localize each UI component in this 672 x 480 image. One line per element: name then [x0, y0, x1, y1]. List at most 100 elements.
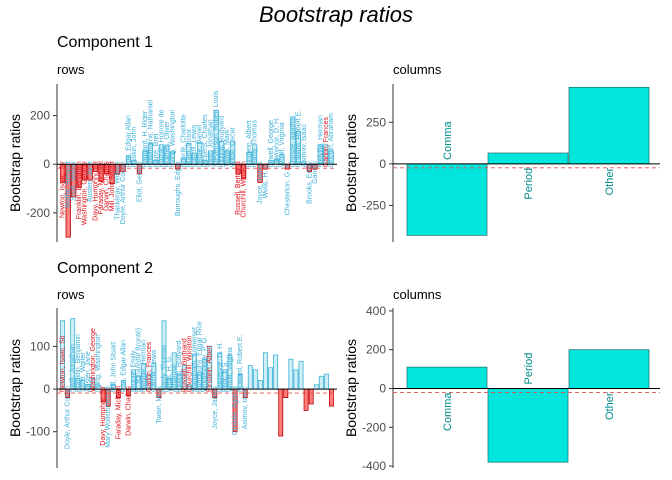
c2-rows-bar: [273, 354, 279, 390]
c2-rows-row-label: Burroughs, Edgar Rice: [197, 321, 204, 392]
c2-rows-y-tick-label: 0: [43, 382, 50, 396]
c2-rows-row-label: Twain, Mark: [156, 386, 163, 424]
c2-rows-bar: [252, 369, 258, 390]
c2-rows-row-label: Lawrence, D. H.: [217, 342, 224, 392]
c1-rows-row-label: Garlon, Frances: [323, 117, 330, 168]
c1-cols-category-label: Period: [523, 168, 535, 200]
c1-rows-row-label: Twain, Mark: [224, 129, 231, 167]
c1-rows-row-label: Thackeray, William: [115, 161, 122, 220]
c2-rows-bar: [313, 384, 319, 390]
c2-rows-bar: [329, 388, 334, 407]
c1-cols-bar: [568, 86, 650, 165]
c2-rows-bar: [293, 369, 299, 390]
c1-rows-y-tick-label: -200: [26, 206, 50, 220]
c2-cols-bar: [568, 349, 650, 389]
c1-rows-row-label: Brontë, Charlotte: [180, 114, 187, 167]
c2-rows-row-label: Austen, Jane: [85, 351, 92, 392]
c1-cols-category-label: Comma: [442, 120, 454, 159]
c2-cols-bar: [406, 366, 488, 389]
c2-rows-y-tick-label: -100: [26, 425, 50, 439]
c1-rows-row-label: Gandhi: [312, 161, 319, 184]
c1-rows-row-label: Christie, Agatha: [290, 118, 297, 168]
c1-rows-row-label: Moffat, Stewart: [65, 161, 72, 208]
c1-rows-row-label: Irving, Washington: [169, 109, 176, 167]
c2-rows-bar: [298, 360, 304, 390]
c1-rows-row-label: Kipling, Rudyard: [219, 116, 226, 167]
c1-rows-row-label: Lincoln, Abraham: [328, 113, 335, 167]
c1-rows-row-label: Churchill, Winston: [241, 161, 248, 218]
c1-rows-y-tick-label: 200: [30, 109, 50, 123]
c2-rows-row-label: Woolf, Virginia: [227, 347, 234, 392]
c2-rows-bar: [247, 365, 253, 390]
c2-rows-row-label: Joyce, James: [212, 386, 219, 429]
c1-rows-row-label: Wells, H. G.: [263, 161, 270, 198]
c1-cols-bar: [487, 152, 569, 165]
c2-cols-y-tick-label: -400: [362, 459, 386, 473]
c1-rows-row-label: Haggard, H. Rider: [142, 110, 149, 167]
c1-rows-row-label: Faraday, Michael: [98, 161, 105, 215]
c2-rows-row-label: Washington, George: [90, 328, 97, 392]
component-1-columns-label: columns: [393, 62, 442, 77]
c1-cols-bar: [406, 163, 488, 236]
c1-cols-y-axis-title: Bootstrap ratios: [343, 114, 359, 212]
c2-rows-row-label: Faraday, Michael: [115, 386, 122, 440]
c1-rows-row-label: Davy, Humphry, Sir: [93, 161, 100, 221]
c2-cols-bar: [487, 388, 569, 463]
c1-rows-row-label: Stevenson, Robert Louis: [213, 90, 220, 167]
main-title: Bootstrap ratios: [258, 2, 414, 27]
c1-rows-row-label: Franklin, Benjamin: [76, 161, 83, 219]
c2-cols-y-tick-label: -200: [362, 420, 386, 434]
component-1-rows-label: rows: [57, 62, 85, 77]
c1-rows-row-label: Poe, Edgar Allan: [126, 115, 133, 167]
c2-rows-bar: [288, 358, 294, 390]
c1-rows-row-label: Swift, Jonathan: [208, 119, 215, 167]
c1-rows-row-label: Burroughs, Edgar: [175, 161, 182, 217]
c2-rows-row-label: Davy, Humphry, Sir: [100, 385, 107, 445]
c2-rows-bar: [268, 367, 274, 390]
c2-rows-row-label: Poe, Edgar Allan: [120, 340, 127, 392]
c1-rows-row-label: Austen, Jane: [87, 161, 94, 202]
c2-rows-row-label: Newton, Isaac, Sir: [60, 335, 67, 392]
c2-rows-y-tick-label: 100: [30, 339, 50, 353]
c2-rows-bar: [278, 388, 284, 437]
c1-rows-row-label: Hardy, Thomas: [252, 120, 259, 168]
c1-rows-row-label: Balzac, Honore de: [158, 110, 165, 168]
c1-rows-row-label: Mill, John Stuart: [109, 161, 116, 211]
c2-rows-row-label: Brontë, Emily: [131, 350, 138, 392]
c1-rows-row-label: Chesterton, G. K.: [284, 161, 291, 215]
c2-rows-bar: [323, 373, 329, 390]
c2-rows-bar: [303, 388, 309, 411]
c2-rows-row-label: Ambrose: [171, 364, 178, 392]
c2-rows-bar: [308, 388, 314, 405]
c2-cols-y-tick-label: 200: [366, 343, 386, 357]
c1-rows-row-label: Howard, Robert E.: [295, 110, 302, 168]
c1-rows-row-label: Carroll, Lewis: [191, 124, 198, 167]
c2-rows-bar: [318, 375, 324, 390]
c1-rows-row-label: Melville, Herman: [317, 115, 324, 167]
c2-cols-y-tick-label: 400: [366, 304, 386, 318]
c2-rows-row-label: Irving, Washington: [95, 334, 102, 392]
c1-rows-row-label: Defoe, Daniel: [197, 124, 204, 167]
c2-rows-row-label: Carroll, Lewis: [151, 349, 158, 392]
c2-rows-row-label: Swift, Jonathan: [70, 344, 77, 392]
c1-rows-row-label: Woolf, Virginia: [279, 122, 286, 167]
c1-cols-y-tick-label: 0: [379, 157, 386, 171]
c2-rows-row-label: Mary Wollstonecraft: [105, 386, 112, 448]
c2-rows-row-label: Garlon, Frances: [146, 341, 153, 392]
c2-rows-row-label: Russell, Bertrand: [181, 338, 188, 392]
c2-rows-row-label: Hardy, Thomas: [161, 344, 168, 392]
c1-rows-row-label: Brooks, Emily: [306, 161, 313, 204]
component-2-rows-label: rows: [57, 287, 85, 302]
c1-cols-category-label: Other: [604, 167, 616, 195]
c1-rows-row-label: Ruskin, John: [131, 127, 138, 168]
c1-rows-row-label: Russell, Bertrand: [235, 161, 242, 215]
c1-rows-row-label: Eliot, George: [136, 161, 143, 202]
c2-rows-y-axis-title: Bootstrap ratios: [7, 339, 23, 437]
c2-rows-row-label: Asimov, Isaac: [242, 386, 249, 430]
c1-rows-row-label: Holmes, Oliver: [164, 121, 171, 168]
component-2-columns-label: columns: [393, 287, 442, 302]
c2-rows-row-label: Maugham, Somerset: [191, 327, 198, 392]
c1-rows-row-label: Wilde, Oscar: [230, 126, 237, 167]
c1-rows-y-tick-label: 0: [43, 157, 50, 171]
